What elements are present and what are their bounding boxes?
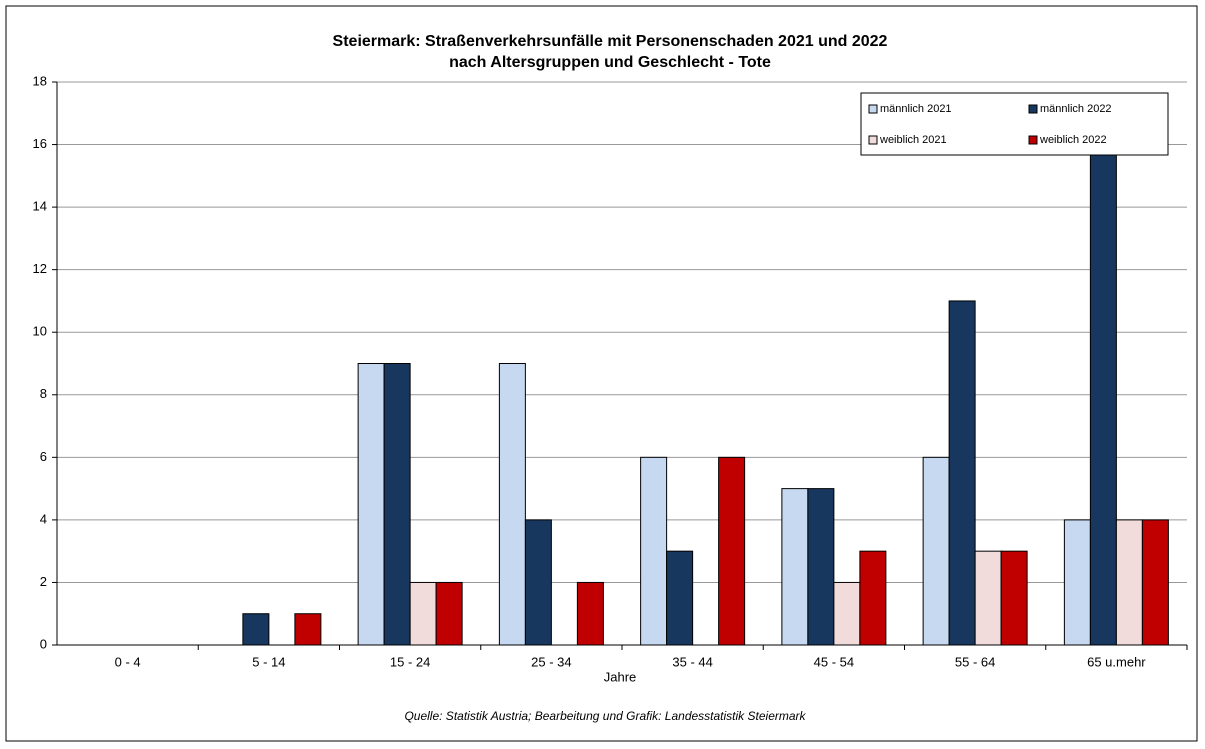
y-tick-label: 6	[40, 449, 47, 464]
bar	[833, 581, 861, 646]
y-tick-label: 16	[33, 136, 47, 151]
bar	[948, 300, 976, 646]
bar	[807, 488, 835, 646]
y-tick-label: 0	[40, 636, 47, 651]
bar	[357, 363, 385, 646]
bar	[1063, 519, 1091, 646]
bar	[1141, 519, 1169, 646]
x-tick-label: 45 - 54	[814, 654, 854, 669]
legend-label: männlich 2021	[880, 103, 952, 115]
bar	[294, 613, 322, 646]
y-tick-label: 4	[40, 511, 47, 526]
bar	[781, 488, 809, 646]
x-tick-label: 55 - 64	[955, 654, 995, 669]
bar	[383, 363, 411, 646]
bar	[1089, 112, 1117, 646]
legend-swatch	[868, 104, 878, 114]
x-tick-label: 25 - 34	[531, 654, 571, 669]
legend-swatch	[868, 135, 878, 145]
bar	[922, 456, 950, 646]
legend-box	[860, 92, 1169, 156]
bar	[859, 550, 887, 646]
x-axis-label: Jahre	[604, 669, 637, 684]
legend-label: männlich 2022	[1040, 103, 1112, 115]
y-tick-label: 2	[40, 574, 47, 589]
y-tick-label: 18	[33, 73, 47, 88]
x-tick-label: 35 - 44	[672, 654, 712, 669]
y-tick-label: 10	[33, 324, 47, 339]
chart-subtitle: nach Altersgruppen und Geschlecht - Tote	[449, 54, 771, 71]
y-tick-label: 14	[33, 199, 47, 214]
legend-label: weiblich 2021	[879, 134, 947, 146]
x-tick-label: 5 - 14	[252, 654, 285, 669]
bar	[409, 581, 437, 646]
bar	[974, 550, 1002, 646]
legend-swatch	[1028, 104, 1038, 114]
bar	[242, 613, 270, 646]
y-tick-label: 8	[40, 386, 47, 401]
bar	[524, 519, 552, 646]
bar	[666, 550, 694, 646]
x-tick-label: 15 - 24	[390, 654, 430, 669]
bar	[576, 581, 604, 646]
bar	[435, 581, 463, 646]
legend-swatch	[1028, 135, 1038, 145]
bar	[640, 456, 668, 646]
x-tick-label: 65 u.mehr	[1087, 654, 1146, 669]
bar	[718, 456, 746, 646]
y-tick-label: 12	[33, 261, 47, 276]
chart-title: Steiermark: Straßenverkehrsunfälle mit P…	[333, 33, 888, 50]
bar	[498, 363, 526, 646]
source: Quelle: Statistik Austria; Bearbeitung u…	[404, 709, 806, 723]
bar	[1115, 519, 1143, 646]
x-tick-label: 0 - 4	[115, 654, 141, 669]
bar	[1000, 550, 1028, 646]
legend-label: weiblich 2022	[1039, 134, 1107, 146]
